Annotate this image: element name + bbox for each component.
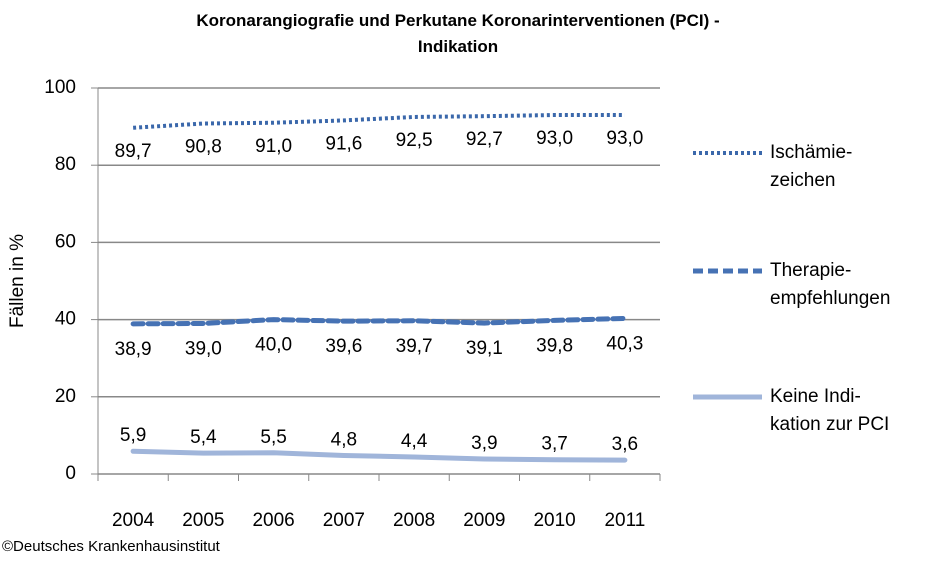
y-tick-label: 100 <box>44 77 76 98</box>
x-tick-label: 2005 <box>182 510 224 531</box>
data-label: 3,9 <box>471 433 497 454</box>
x-tick-label: 2006 <box>252 510 294 531</box>
series-line <box>130 315 628 327</box>
data-label: 91,6 <box>325 133 362 154</box>
x-tick-label: 2009 <box>463 510 505 531</box>
chart-title: Koronarangiografie und Perkutane Koronar… <box>196 11 720 56</box>
data-label: 4,4 <box>401 431 428 452</box>
source: ©Deutsches Krankenhausinstitut <box>2 538 220 555</box>
data-label: 39,7 <box>396 336 433 357</box>
data-label: 39,1 <box>466 338 503 359</box>
y-tick-label: 40 <box>55 309 76 330</box>
data-label: 40,0 <box>255 335 292 356</box>
data-label: 5,4 <box>190 427 217 448</box>
data-label: 90,8 <box>185 137 222 158</box>
legend-label: Therapie- empfehlungen <box>770 260 891 309</box>
data-label: 91,0 <box>255 136 292 157</box>
legend-label: Ischämie- zeichen <box>770 142 853 191</box>
data-label: 39,0 <box>185 338 222 359</box>
data-label: 40,3 <box>606 333 643 354</box>
x-tick-label: 2008 <box>393 510 435 531</box>
data-label: 39,6 <box>325 336 362 357</box>
data-label: 92,7 <box>466 129 503 150</box>
y-tick-label: 0 <box>65 463 76 484</box>
series-line <box>130 448 628 463</box>
data-label: 3,6 <box>612 434 638 455</box>
x-tick-label: 2004 <box>112 510 155 531</box>
data-label: 3,7 <box>541 434 567 455</box>
legend-label: Keine Indi- kation zur PCI <box>770 386 890 435</box>
x-tick-label: 2007 <box>323 510 365 531</box>
data-label: 39,8 <box>536 335 573 356</box>
data-label: 5,5 <box>260 427 286 448</box>
y-tick-label: 80 <box>55 154 76 175</box>
data-label: 93,0 <box>536 128 573 149</box>
data-label: 4,8 <box>331 429 357 450</box>
y-tick-label: 60 <box>55 231 76 252</box>
data-label: 38,9 <box>115 339 152 360</box>
data-label: 93,0 <box>606 128 643 149</box>
data-label: 92,5 <box>396 130 433 151</box>
series-line <box>133 113 625 130</box>
x-tick-label: 2011 <box>604 510 645 531</box>
y-tick-label: 20 <box>55 386 76 407</box>
data-label: 5,9 <box>120 425 146 446</box>
x-tick-label: 2010 <box>533 510 575 531</box>
y-axis-label: Fällen in % <box>7 234 28 328</box>
data-label: 89,7 <box>115 141 152 162</box>
